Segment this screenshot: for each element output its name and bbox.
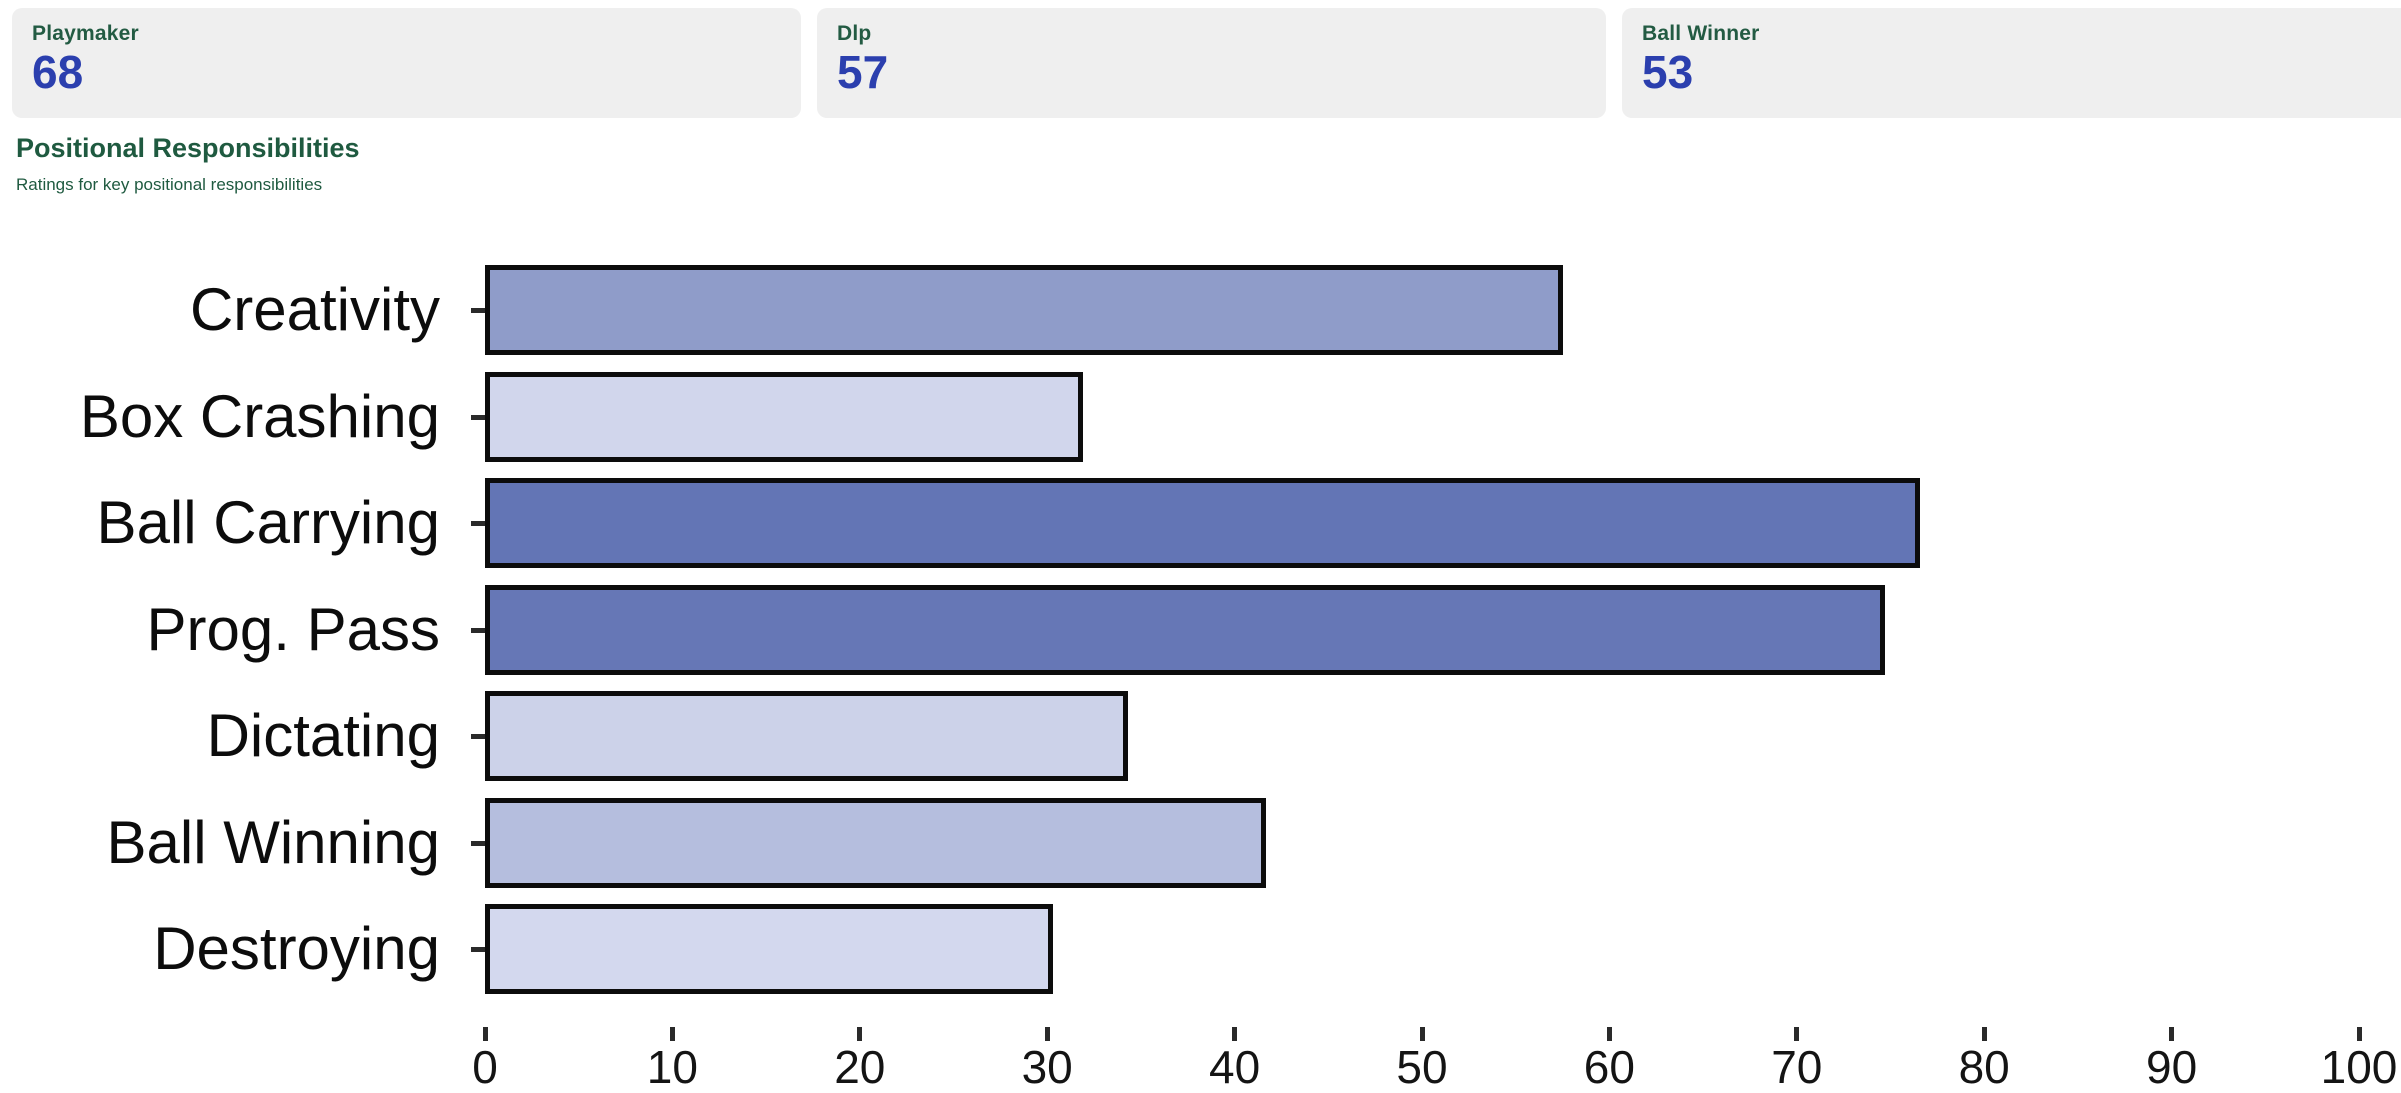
x-tick-label: 50	[1396, 1041, 1448, 1093]
category-label: Prog. Pass	[146, 595, 440, 663]
section-subtitle: Ratings for key positional responsibilit…	[16, 175, 323, 194]
x-axis-tick	[1232, 1027, 1238, 1041]
category-label: Creativity	[189, 276, 440, 343]
x-axis-tick	[1981, 1027, 1987, 1041]
stat-card-ball-winner: Ball Winner 53	[1622, 8, 2401, 118]
x-axis-tick	[1419, 1027, 1425, 1041]
y-axis-tick	[471, 521, 485, 526]
x-tick-label: 10	[646, 1041, 698, 1093]
bar	[485, 904, 1053, 994]
category-label: Dictating	[206, 702, 440, 769]
x-axis-tick	[1606, 1027, 1612, 1041]
y-axis-tick	[471, 734, 485, 739]
x-axis-tick	[2169, 1027, 2175, 1041]
stat-card-value: 53	[1642, 46, 1694, 99]
category-label: Ball Winning	[106, 808, 441, 876]
x-tick-label: 40	[1209, 1041, 1261, 1093]
category-label: Destroying	[153, 915, 440, 982]
x-tick-label: 90	[2146, 1041, 2198, 1093]
bar	[485, 691, 1128, 781]
stat-card-label: Dlp	[837, 22, 872, 45]
bar	[485, 371, 1083, 462]
x-axis-tick	[1794, 1027, 1800, 1041]
category-label: Ball Carrying	[96, 489, 440, 556]
bar-chart: Creativity Box Crashing Ball Carrying Prog.…	[0, 265, 2401, 1093]
y-axis-tick	[471, 840, 485, 846]
category-label: Box Crashing	[79, 382, 440, 450]
stat-card-label: Ball Winner	[1642, 22, 1760, 45]
bar	[485, 797, 1267, 888]
stat-card-value: 57	[837, 46, 889, 99]
x-tick-label: 0	[472, 1041, 498, 1093]
x-tick-label: 100	[2320, 1041, 2398, 1093]
stat-card-value: 68	[32, 46, 84, 99]
stat-card-playmaker: Playmaker 68	[12, 8, 801, 118]
y-axis-tick	[471, 947, 485, 952]
x-tick-label: 60	[1583, 1041, 1635, 1093]
y-axis-tick	[471, 308, 485, 313]
y-axis-tick	[471, 414, 485, 420]
x-axis-tick	[857, 1027, 863, 1041]
x-axis-tick	[2356, 1027, 2362, 1041]
y-axis-tick	[471, 627, 485, 633]
bar	[485, 478, 1921, 568]
x-axis-tick	[1044, 1027, 1050, 1041]
x-tick-label: 20	[834, 1041, 886, 1093]
x-tick-label: 70	[1771, 1041, 1823, 1093]
bar	[485, 265, 1563, 355]
x-tick-label: 30	[1021, 1041, 1073, 1093]
stat-card-label: Playmaker	[32, 22, 139, 45]
section-title: Positional Responsibilities	[16, 133, 360, 163]
stat-cards-row: Playmaker 68 Dlp 57 Ball Winner 53	[12, 8, 2401, 118]
x-axis-tick	[669, 1027, 675, 1041]
x-tick-label: 80	[1958, 1041, 2010, 1093]
bar	[485, 584, 1885, 675]
x-axis-tick	[482, 1027, 488, 1041]
stat-card-dlp: Dlp 57	[817, 8, 1606, 118]
